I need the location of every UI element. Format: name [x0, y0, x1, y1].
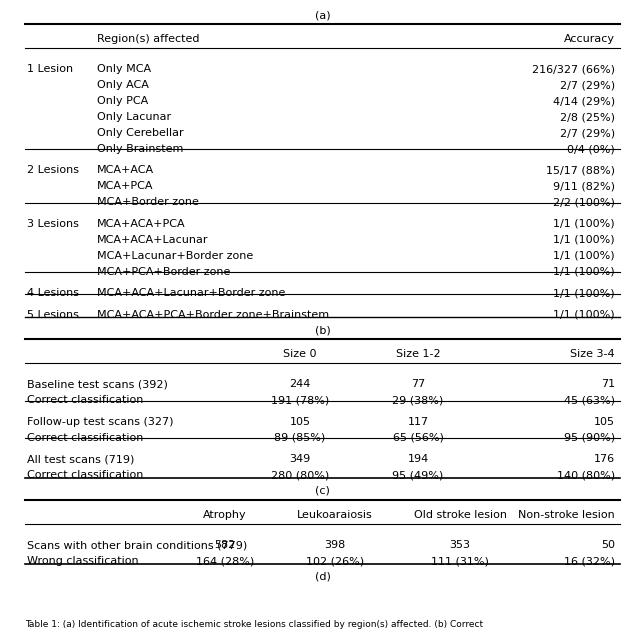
Text: 3 Lesions: 3 Lesions: [27, 219, 79, 229]
Text: 1/1 (100%): 1/1 (100%): [554, 288, 615, 298]
Text: (b): (b): [315, 325, 330, 336]
Text: (a): (a): [315, 10, 330, 20]
Text: Accuracy: Accuracy: [564, 34, 615, 44]
Text: 65 (56%): 65 (56%): [392, 433, 444, 443]
Text: 191 (78%): 191 (78%): [271, 396, 329, 405]
Text: Table 1: (a) Identification of acute ischemic stroke lesions classified by regio: Table 1: (a) Identification of acute isc…: [25, 620, 483, 629]
Text: 4 Lesions: 4 Lesions: [27, 288, 79, 298]
Text: Region(s) affected: Region(s) affected: [97, 34, 200, 44]
Text: Only Lacunar: Only Lacunar: [97, 112, 171, 122]
Text: All test scans (719): All test scans (719): [27, 454, 134, 464]
Text: Follow-up test scans (327): Follow-up test scans (327): [27, 416, 173, 427]
Text: 1/1 (100%): 1/1 (100%): [554, 235, 615, 245]
Text: 9/11 (82%): 9/11 (82%): [553, 181, 615, 191]
Text: 77: 77: [411, 379, 425, 389]
Text: 1/1 (100%): 1/1 (100%): [554, 251, 615, 261]
Text: 102 (26%): 102 (26%): [306, 556, 364, 566]
Text: Leukoaraiosis: Leukoaraiosis: [297, 510, 373, 520]
Text: 95 (90%): 95 (90%): [564, 433, 615, 443]
Text: MCA+ACA+Lacunar+Border zone: MCA+ACA+Lacunar+Border zone: [97, 288, 285, 298]
Text: 280 (80%): 280 (80%): [271, 470, 329, 480]
Text: (c): (c): [315, 486, 330, 496]
Text: MCA+Border zone: MCA+Border zone: [97, 197, 199, 207]
Text: 50: 50: [601, 540, 615, 550]
Text: 95 (49%): 95 (49%): [392, 470, 444, 480]
Text: 0/4 (0%): 0/4 (0%): [567, 144, 615, 154]
Text: 105: 105: [594, 416, 615, 427]
Text: 1/1 (100%): 1/1 (100%): [554, 219, 615, 229]
Text: 1/1 (100%): 1/1 (100%): [554, 267, 615, 277]
Text: 2/7 (29%): 2/7 (29%): [560, 80, 615, 90]
Text: 89 (85%): 89 (85%): [275, 433, 326, 443]
Text: 71: 71: [601, 379, 615, 389]
Text: 164 (28%): 164 (28%): [196, 556, 254, 566]
Text: 176: 176: [594, 454, 615, 464]
Text: 105: 105: [289, 416, 310, 427]
Text: MCA+PCA: MCA+PCA: [97, 181, 154, 191]
Text: 15/17 (88%): 15/17 (88%): [546, 166, 615, 176]
Text: Size 1-2: Size 1-2: [396, 349, 440, 360]
Text: Non-stroke lesion: Non-stroke lesion: [518, 510, 615, 520]
Text: 353: 353: [449, 540, 470, 550]
Text: Size 0: Size 0: [284, 349, 317, 360]
Text: 16 (32%): 16 (32%): [564, 556, 615, 566]
Text: Only PCA: Only PCA: [97, 96, 148, 106]
Text: Correct classification: Correct classification: [27, 396, 143, 405]
Text: Atrophy: Atrophy: [203, 510, 247, 520]
Text: (d): (d): [315, 572, 330, 582]
Text: 349: 349: [289, 454, 310, 464]
Text: 582: 582: [214, 540, 236, 550]
Text: 29 (38%): 29 (38%): [392, 396, 444, 405]
Text: 2/8 (25%): 2/8 (25%): [560, 112, 615, 122]
Text: 111 (31%): 111 (31%): [431, 556, 489, 566]
Text: Correct classification: Correct classification: [27, 470, 143, 480]
Text: Only Cerebellar: Only Cerebellar: [97, 128, 184, 138]
Text: Baseline test scans (392): Baseline test scans (392): [27, 379, 168, 389]
Text: Old stroke lesion: Old stroke lesion: [413, 510, 506, 520]
Text: Correct classification: Correct classification: [27, 433, 143, 443]
Text: 216/327 (66%): 216/327 (66%): [532, 64, 615, 74]
Text: 117: 117: [408, 416, 429, 427]
Text: Scans with other brain conditions (779): Scans with other brain conditions (779): [27, 540, 247, 550]
Text: MCA+ACA+Lacunar: MCA+ACA+Lacunar: [97, 235, 209, 245]
Text: MCA+ACA+PCA: MCA+ACA+PCA: [97, 219, 186, 229]
Text: Size 3-4: Size 3-4: [570, 349, 615, 360]
Text: 140 (80%): 140 (80%): [557, 470, 615, 480]
Text: 244: 244: [289, 379, 310, 389]
Text: 5 Lesions: 5 Lesions: [27, 310, 79, 320]
Text: 194: 194: [408, 454, 429, 464]
Text: Only Brainstem: Only Brainstem: [97, 144, 184, 154]
Text: MCA+PCA+Border zone: MCA+PCA+Border zone: [97, 267, 230, 277]
Text: 45 (63%): 45 (63%): [564, 396, 615, 405]
Text: MCA+Lacunar+Border zone: MCA+Lacunar+Border zone: [97, 251, 253, 261]
Text: MCA+ACA+PCA+Border zone+Brainstem: MCA+ACA+PCA+Border zone+Brainstem: [97, 310, 329, 320]
Text: Only MCA: Only MCA: [97, 64, 151, 74]
Text: Only ACA: Only ACA: [97, 80, 149, 90]
Text: 2 Lesions: 2 Lesions: [27, 166, 79, 176]
Text: 398: 398: [324, 540, 346, 550]
Text: 2/2 (100%): 2/2 (100%): [553, 197, 615, 207]
Text: 1/1 (100%): 1/1 (100%): [554, 310, 615, 320]
Text: MCA+ACA: MCA+ACA: [97, 166, 154, 176]
Text: 4/14 (29%): 4/14 (29%): [553, 96, 615, 106]
Text: 1 Lesion: 1 Lesion: [27, 64, 73, 74]
Text: Wrong classification: Wrong classification: [27, 556, 139, 566]
Text: 2/7 (29%): 2/7 (29%): [560, 128, 615, 138]
